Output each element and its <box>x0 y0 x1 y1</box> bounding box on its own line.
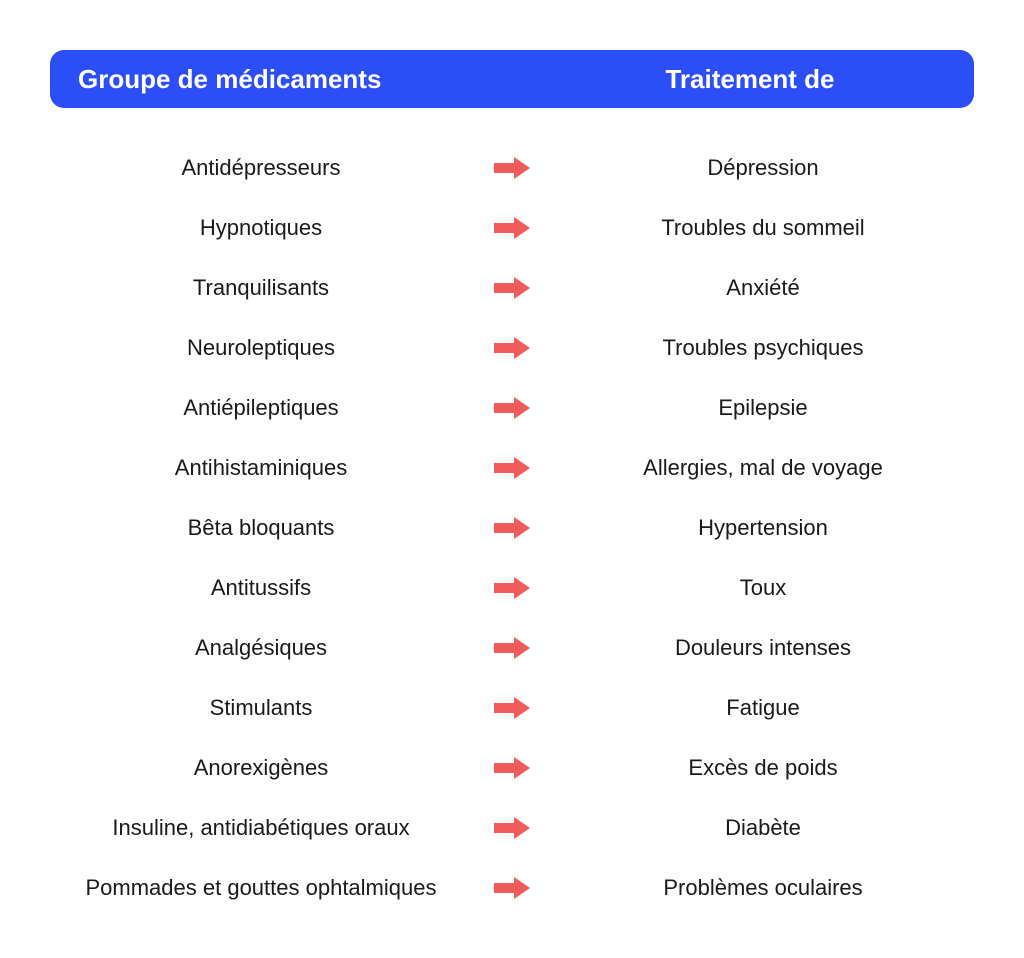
arrow-right-icon <box>494 217 530 239</box>
table-body: Antidépresseurs DépressionHypnotiques Tr… <box>50 138 974 918</box>
cell-treatment: Epilepsie <box>542 395 974 421</box>
arrow-right-icon <box>494 277 530 299</box>
arrow-right-icon <box>494 697 530 719</box>
arrow-icon <box>482 277 542 299</box>
arrow-right-icon <box>494 577 530 599</box>
cell-group: Pommades et gouttes ophtalmiques <box>50 875 482 901</box>
arrow-icon <box>482 157 542 179</box>
header-col-treatment: Traitement de <box>526 64 974 95</box>
cell-group: Insuline, antidiabétiques oraux <box>50 815 482 841</box>
arrow-right-icon <box>494 877 530 899</box>
cell-group: Analgésiques <box>50 635 482 661</box>
cell-treatment: Troubles du sommeil <box>542 215 974 241</box>
cell-treatment: Fatigue <box>542 695 974 721</box>
cell-treatment: Anxiété <box>542 275 974 301</box>
cell-treatment: Excès de poids <box>542 755 974 781</box>
cell-group: Bêta bloquants <box>50 515 482 541</box>
cell-group: Hypnotiques <box>50 215 482 241</box>
arrow-right-icon <box>494 157 530 179</box>
arrow-icon <box>482 517 542 539</box>
arrow-right-icon <box>494 757 530 779</box>
cell-group: Antidépresseurs <box>50 155 482 181</box>
table-row: Insuline, antidiabétiques oraux Diabète <box>50 798 974 858</box>
arrow-icon <box>482 757 542 779</box>
cell-group: Neuroleptiques <box>50 335 482 361</box>
table-row: Pommades et gouttes ophtalmiques Problèm… <box>50 858 974 918</box>
cell-treatment: Dépression <box>542 155 974 181</box>
arrow-right-icon <box>494 397 530 419</box>
table-row: Stimulants Fatigue <box>50 678 974 738</box>
table-row: Antidépresseurs Dépression <box>50 138 974 198</box>
arrow-icon <box>482 457 542 479</box>
arrow-icon <box>482 637 542 659</box>
arrow-icon <box>482 817 542 839</box>
cell-group: Tranquilisants <box>50 275 482 301</box>
arrow-right-icon <box>494 637 530 659</box>
table-row: Antihistaminiques Allergies, mal de voya… <box>50 438 974 498</box>
arrow-icon <box>482 397 542 419</box>
cell-treatment: Toux <box>542 575 974 601</box>
cell-treatment: Hypertension <box>542 515 974 541</box>
arrow-right-icon <box>494 817 530 839</box>
cell-group: Anorexigènes <box>50 755 482 781</box>
arrow-icon <box>482 217 542 239</box>
table-row: Analgésiques Douleurs intenses <box>50 618 974 678</box>
table-row: Hypnotiques Troubles du sommeil <box>50 198 974 258</box>
cell-group: Antitussifs <box>50 575 482 601</box>
arrow-icon <box>482 697 542 719</box>
table-row: Tranquilisants Anxiété <box>50 258 974 318</box>
cell-group: Stimulants <box>50 695 482 721</box>
arrow-icon <box>482 577 542 599</box>
arrow-right-icon <box>494 517 530 539</box>
medication-table: Groupe de médicaments Traitement de Anti… <box>50 50 974 918</box>
table-row: Neuroleptiques Troubles psychiques <box>50 318 974 378</box>
table-header: Groupe de médicaments Traitement de <box>50 50 974 108</box>
arrow-icon <box>482 337 542 359</box>
cell-treatment: Troubles psychiques <box>542 335 974 361</box>
cell-treatment: Douleurs intenses <box>542 635 974 661</box>
cell-group: Antihistaminiques <box>50 455 482 481</box>
cell-treatment: Problèmes oculaires <box>542 875 974 901</box>
arrow-icon <box>482 877 542 899</box>
arrow-right-icon <box>494 337 530 359</box>
cell-treatment: Diabète <box>542 815 974 841</box>
table-row: Bêta bloquants Hypertension <box>50 498 974 558</box>
table-row: Antiépileptiques Epilepsie <box>50 378 974 438</box>
cell-group: Antiépileptiques <box>50 395 482 421</box>
cell-treatment: Allergies, mal de voyage <box>542 455 974 481</box>
table-row: Antitussifs Toux <box>50 558 974 618</box>
arrow-right-icon <box>494 457 530 479</box>
table-row: Anorexigènes Excès de poids <box>50 738 974 798</box>
header-col-group: Groupe de médicaments <box>50 64 526 95</box>
